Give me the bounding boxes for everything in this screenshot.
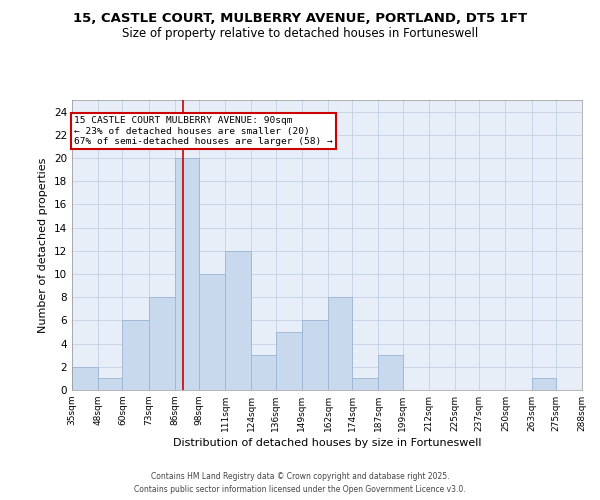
Bar [379,355,403,390]
Text: Contains HM Land Registry data © Crown copyright and database right 2025.: Contains HM Land Registry data © Crown c… [151,472,449,481]
Bar [72,367,98,390]
Bar [302,320,328,390]
Text: 15, CASTLE COURT, MULBERRY AVENUE, PORTLAND, DT5 1FT: 15, CASTLE COURT, MULBERRY AVENUE, PORTL… [73,12,527,26]
X-axis label: Distribution of detached houses by size in Fortuneswell: Distribution of detached houses by size … [173,438,481,448]
Text: Contains public sector information licensed under the Open Government Licence v3: Contains public sector information licen… [134,485,466,494]
Bar [199,274,225,390]
Bar [532,378,556,390]
Text: Size of property relative to detached houses in Fortuneswell: Size of property relative to detached ho… [122,28,478,40]
Bar [149,297,175,390]
Bar [175,158,199,390]
Y-axis label: Number of detached properties: Number of detached properties [38,158,49,332]
Text: 15 CASTLE COURT MULBERRY AVENUE: 90sqm
← 23% of detached houses are smaller (20): 15 CASTLE COURT MULBERRY AVENUE: 90sqm ←… [74,116,333,146]
Bar [98,378,122,390]
Bar [251,355,275,390]
Bar [328,297,352,390]
Bar [352,378,379,390]
Bar [225,251,251,390]
Bar [275,332,302,390]
Bar [122,320,149,390]
